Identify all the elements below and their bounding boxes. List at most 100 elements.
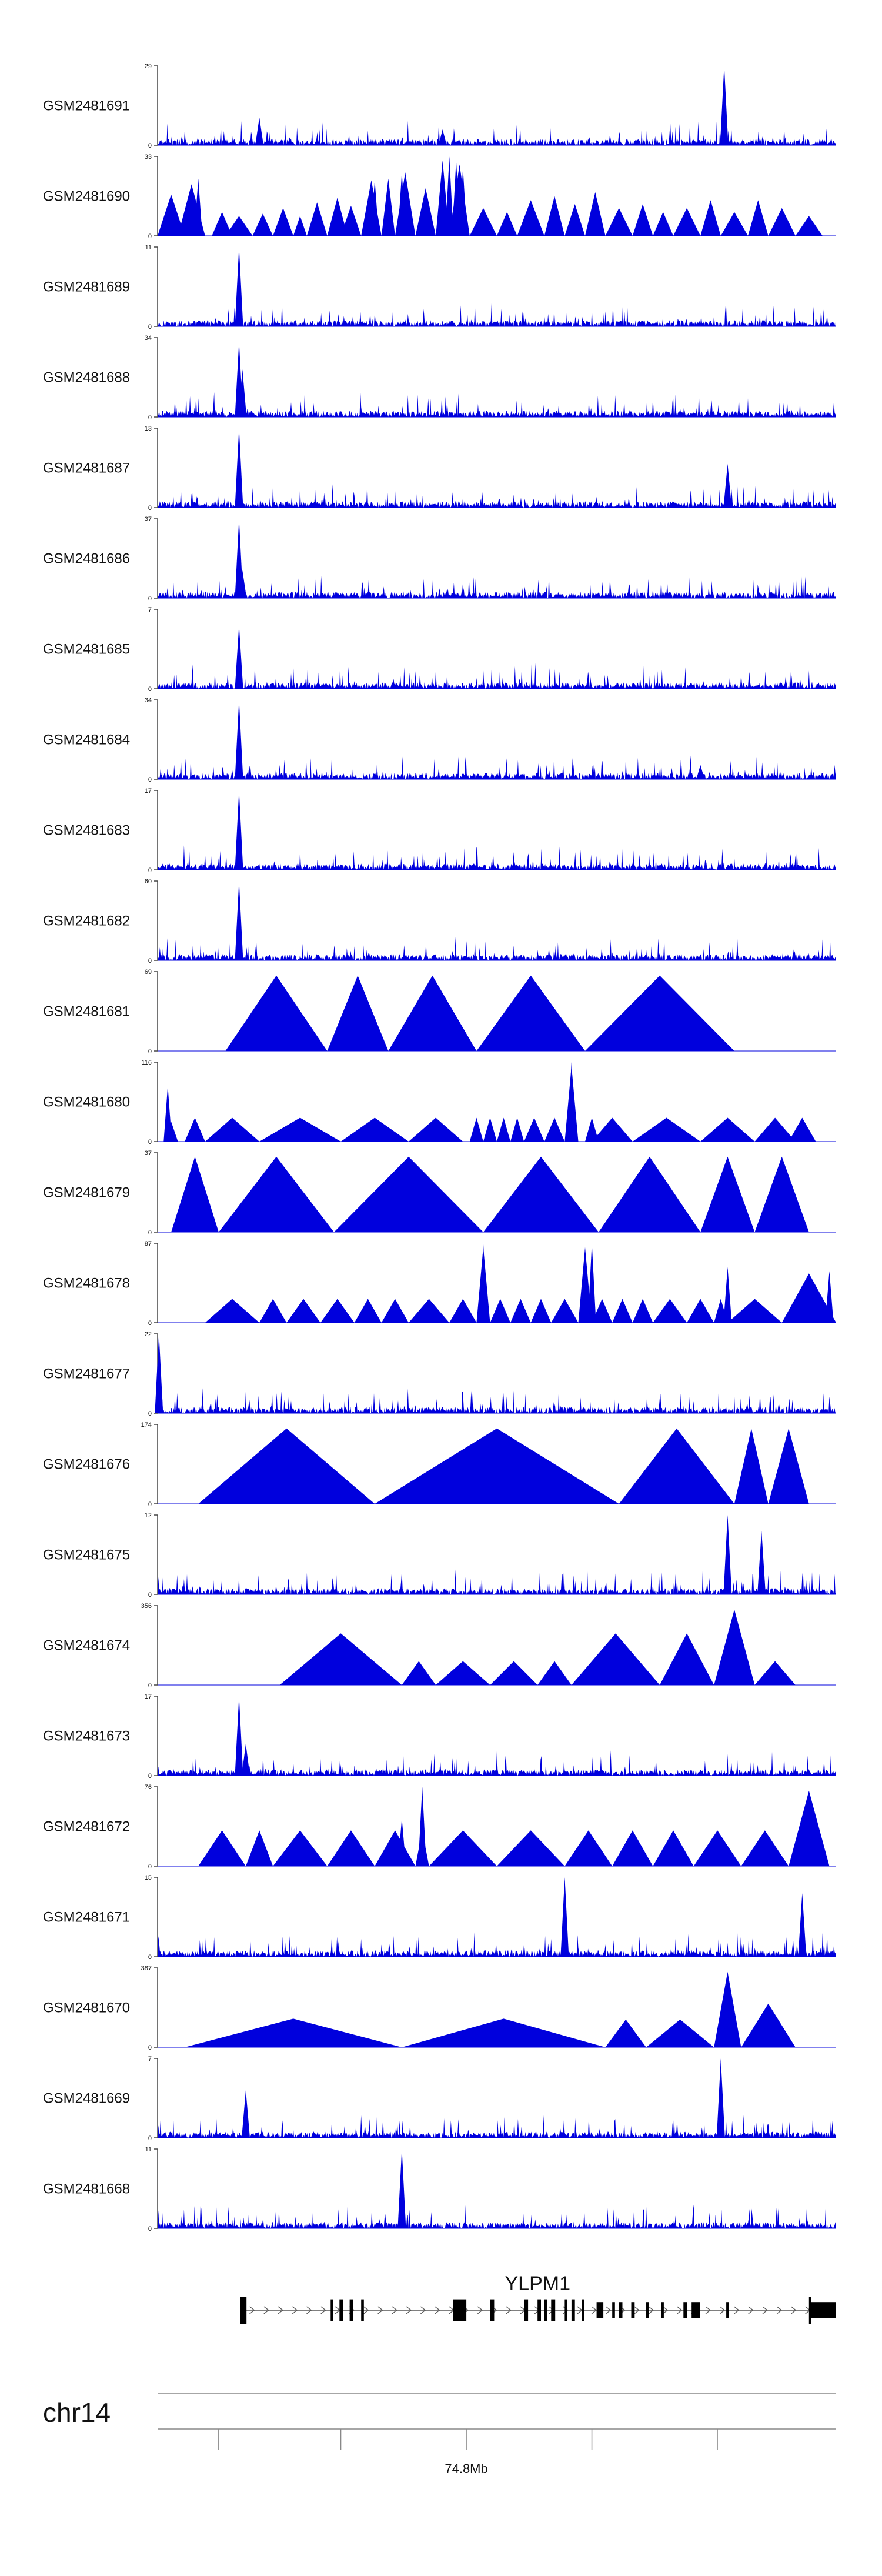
coverage-triangle [754, 1117, 796, 1142]
strand-arrow [677, 2306, 683, 2314]
coverage-triangle [327, 1830, 375, 1866]
coverage-triangle [198, 1830, 246, 1866]
strand-arrow [634, 2306, 640, 2314]
coverage-triangle [497, 1830, 565, 1866]
axis-ticks [218, 2429, 718, 2450]
exon [571, 2299, 575, 2321]
coverage-triangle [734, 1428, 769, 1504]
coverage-triangle [612, 1830, 653, 1866]
y-max-label: 387 [141, 1965, 152, 1972]
coverage-triangle [375, 1428, 619, 1504]
coverage-area [158, 391, 836, 417]
coverage-peak [238, 369, 247, 417]
coverage-triangle [205, 1117, 260, 1142]
coverage-triangle [483, 1117, 497, 1142]
exon [537, 2299, 541, 2321]
coverage-peak [452, 160, 460, 236]
track-label: GSM2481688 [43, 370, 130, 386]
exon [524, 2299, 529, 2321]
track-label: GSM2481691 [43, 98, 130, 114]
coverage-peak [397, 172, 406, 236]
exon [240, 2297, 247, 2324]
coverage-triangle [524, 1117, 544, 1142]
coverage-triangle [409, 1117, 463, 1142]
coverage-triangle [632, 1117, 701, 1142]
coverage-area [158, 121, 836, 145]
coverage-triangle [585, 192, 606, 236]
track-label: GSM2481670 [43, 2000, 130, 2016]
coverage-triangle [449, 1299, 477, 1323]
y-max-label: 116 [141, 1059, 152, 1066]
coverage-peak [479, 1243, 487, 1323]
coverage-triangle [497, 1117, 511, 1142]
coverage-triangle [544, 196, 565, 236]
track-GSM2481673: GSM2481673 17 0 [43, 1693, 836, 1780]
strand-arrow [591, 2306, 597, 2314]
track-GSM2481681: GSM2481681 69 0 [43, 969, 836, 1055]
track-label: GSM2481672 [43, 1819, 130, 1835]
y-zero-label: 0 [148, 595, 152, 602]
y-zero-label: 0 [148, 1773, 152, 1780]
y-max-label: 7 [148, 606, 152, 613]
strand-arrow [406, 2306, 412, 2314]
coverage-peak [567, 1062, 576, 1142]
exon [646, 2302, 649, 2318]
track-GSM2481680: GSM2481680 116 0 [43, 1059, 836, 1146]
coverage-triangle [748, 200, 769, 236]
coverage-triangle [700, 1156, 755, 1232]
coverage-triangle [754, 1156, 809, 1232]
y-zero-label: 0 [148, 1682, 152, 1689]
coverage-triangle [741, 2003, 796, 2047]
exon [339, 2299, 343, 2321]
track-GSM2481685: GSM2481685 7 0 [43, 606, 836, 693]
exon [726, 2302, 729, 2318]
y-zero-label: 0 [148, 2044, 152, 2051]
coverage-triangle [340, 205, 362, 236]
coverage-area [158, 573, 836, 598]
strand-arrow [292, 2306, 298, 2314]
coverage-triangle [259, 1117, 341, 1142]
coverage-triangle [340, 1117, 409, 1142]
exon [551, 2299, 556, 2321]
coverage-triangle [599, 1156, 701, 1232]
exon [330, 2299, 333, 2321]
coverage-triangle [700, 1117, 755, 1142]
strand-arrow [249, 2306, 255, 2314]
y-max-label: 60 [145, 878, 152, 885]
strand-arrow [762, 2306, 769, 2314]
exon [612, 2302, 615, 2318]
y-zero-label: 0 [148, 233, 152, 240]
coverage-triangle [619, 1428, 734, 1504]
coverage-triangle [592, 1299, 613, 1323]
track-GSM2481670: GSM2481670 387 0 [43, 1965, 836, 2051]
y-zero-label: 0 [148, 1954, 152, 1961]
track-GSM2481689: GSM2481689 11 0 [43, 244, 836, 331]
track-GSM2481683: GSM2481683 17 0 [43, 788, 836, 874]
exon [691, 2302, 700, 2318]
coverage-triangle [205, 1299, 260, 1323]
strand-arrow [563, 2306, 569, 2314]
y-zero-label: 0 [148, 505, 152, 512]
exon [349, 2299, 353, 2321]
y-max-label: 87 [145, 1240, 152, 1247]
coverage-peak [370, 180, 379, 236]
strand-arrow [363, 2306, 369, 2314]
track-label: GSM2481680 [43, 1095, 130, 1110]
coverage-triangle [781, 1273, 836, 1323]
coverage-triangle [585, 975, 734, 1051]
coverage-peak [235, 1696, 243, 1776]
coverage-triangle [673, 208, 701, 236]
track-label: GSM2481684 [43, 732, 130, 748]
y-zero-label: 0 [148, 776, 152, 783]
coverage-triangle [653, 1830, 694, 1866]
strand-arrow [377, 2306, 383, 2314]
strand-arrow [662, 2306, 669, 2314]
coverage-triangle [185, 1117, 205, 1142]
coverage-triangle [415, 188, 436, 236]
track-label: GSM2481686 [43, 551, 130, 567]
coverage-area [158, 1750, 836, 1776]
strand-arrow [748, 2306, 754, 2314]
coverage-peak [459, 168, 467, 236]
strand-arrow [776, 2306, 783, 2314]
coverage-triangle [293, 216, 307, 236]
